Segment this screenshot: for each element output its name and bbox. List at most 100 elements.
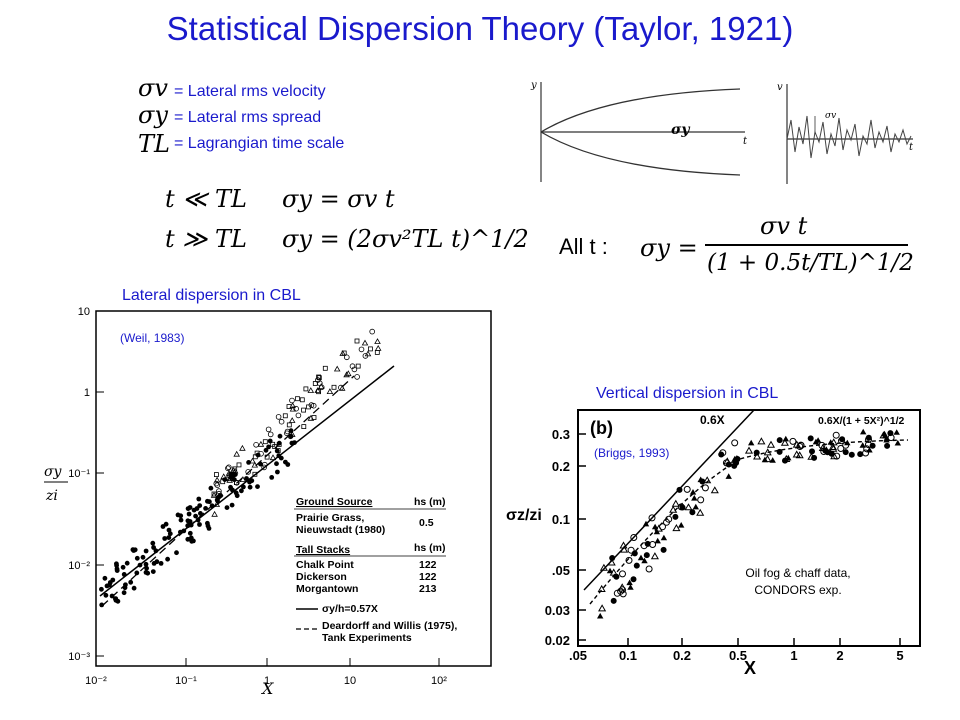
legend-hs-head1: hs (m) bbox=[414, 496, 446, 508]
filled-triangle-point bbox=[654, 537, 661, 544]
dickerson-point bbox=[349, 363, 356, 369]
def-tl: = Lagrangian time scale bbox=[174, 135, 345, 152]
open-triangle-point bbox=[763, 454, 772, 463]
legend-ground-head: Ground Source bbox=[296, 496, 373, 508]
morgantown-point bbox=[306, 404, 312, 410]
filled-circle-point bbox=[782, 457, 788, 464]
morgantown-point bbox=[233, 480, 239, 486]
chalk-point-point bbox=[211, 510, 218, 517]
plume-spread-sketch: y t σy bbox=[530, 80, 748, 182]
vertical-xtick-label: 0.5 bbox=[729, 648, 747, 663]
chalk-point-point bbox=[343, 371, 350, 378]
prairie-grass-point bbox=[196, 496, 202, 502]
prairie-grass-point bbox=[140, 554, 146, 560]
vertical-xtick-label: 2 bbox=[836, 648, 843, 663]
lateral-ytick-label: 1 bbox=[84, 387, 90, 399]
open-triangle-point bbox=[744, 446, 754, 454]
filled-triangle-point bbox=[782, 435, 789, 442]
dickerson-point bbox=[284, 430, 290, 437]
prairie-grass-point bbox=[166, 535, 172, 540]
lateral-ytick-label: 10⁻² bbox=[68, 560, 90, 572]
morgantown-point bbox=[252, 471, 258, 477]
morgantown-point bbox=[262, 439, 268, 445]
legend-ground-hs: 0.5 bbox=[419, 517, 434, 529]
morgantown-point bbox=[322, 365, 328, 371]
legend-stack-1-hs: 122 bbox=[419, 559, 437, 571]
prairie-grass-point bbox=[150, 569, 156, 574]
dickerson-point bbox=[216, 490, 222, 497]
open-circle-point bbox=[619, 570, 626, 578]
prairie-grass-point bbox=[205, 498, 210, 504]
open-triangle-point bbox=[753, 452, 762, 460]
dickerson-point bbox=[310, 402, 317, 409]
morgantown-point bbox=[282, 413, 288, 419]
morgantown-point bbox=[270, 441, 276, 447]
vertical-xtick-label: 5 bbox=[896, 648, 903, 663]
prairie-grass-point bbox=[185, 518, 191, 524]
filled-circle-point bbox=[884, 442, 891, 449]
open-circle-point bbox=[630, 534, 638, 541]
prairie-grass-point bbox=[266, 444, 271, 450]
filled-circle-point bbox=[809, 448, 815, 455]
prairie-grass-point bbox=[167, 531, 173, 537]
prairie-grass-point bbox=[224, 505, 230, 510]
vertical-ytick-label: 0.3 bbox=[552, 427, 570, 442]
filled-triangle-point bbox=[812, 438, 820, 445]
chalk-point-point bbox=[326, 388, 334, 394]
lower-spread-curve bbox=[540, 131, 741, 176]
dickerson-point bbox=[275, 414, 282, 420]
prairie-grass-point bbox=[163, 521, 169, 527]
chalk-point-point bbox=[307, 387, 315, 393]
dickerson-point bbox=[338, 384, 344, 391]
prairie-grass-point bbox=[99, 602, 105, 608]
filled-triangle-point bbox=[606, 567, 614, 574]
open-triangle-point bbox=[792, 450, 801, 458]
filled-circle-point bbox=[718, 451, 725, 458]
line1-label: 0.6X bbox=[700, 413, 725, 427]
tick-marks bbox=[95, 310, 440, 666]
filled-circle-point bbox=[672, 513, 679, 520]
prairie-grass-point bbox=[104, 583, 110, 589]
chalk-point-point bbox=[239, 444, 246, 451]
velocity-sketch: v t σv bbox=[777, 82, 914, 184]
filled-triangle-point bbox=[689, 489, 697, 495]
morgantown-point bbox=[276, 441, 282, 447]
filled-circle-point bbox=[811, 454, 818, 461]
filled-triangle-point bbox=[748, 439, 755, 446]
filled-triangle-point bbox=[626, 579, 633, 586]
upper-spread-curve bbox=[540, 88, 741, 133]
fraction-bar bbox=[705, 244, 908, 246]
prairie-grass-point bbox=[99, 586, 104, 592]
x-tick-labels: 10⁻² 10⁻¹ 1 10 10² bbox=[85, 675, 447, 687]
prairie-grass-point bbox=[128, 579, 134, 585]
dickerson-point bbox=[245, 469, 252, 475]
chalk-point-point bbox=[213, 476, 221, 483]
legend-ground-name2: Nieuwstadt (1980) bbox=[296, 524, 385, 536]
open-circle-point bbox=[731, 439, 739, 447]
filled-circle-point bbox=[753, 449, 760, 456]
morgantown-point bbox=[299, 397, 305, 403]
prairie-grass-point bbox=[191, 538, 196, 544]
morgantown-point bbox=[220, 479, 226, 485]
dickerson-point bbox=[226, 464, 232, 471]
chalk-point-point bbox=[339, 350, 346, 356]
line-0.6x bbox=[583, 409, 755, 591]
vertical-ylabel: σz/zi bbox=[506, 507, 542, 524]
filled-triangle-point bbox=[660, 534, 668, 541]
open-triangle-point bbox=[795, 451, 804, 459]
prairie-grass-point bbox=[174, 550, 179, 556]
slide-title: Statistical Dispersion Theory (Taylor, 1… bbox=[166, 10, 794, 47]
lateral-caption: Lateral dispersion in CBL bbox=[122, 287, 301, 304]
velocity-trace bbox=[786, 115, 912, 159]
legend-stack-1: Chalk Point bbox=[296, 559, 354, 571]
chalk-point-point bbox=[269, 454, 277, 461]
open-triangle-point bbox=[696, 508, 705, 516]
filled-circle-point bbox=[848, 451, 855, 458]
open-triangle-point bbox=[598, 604, 607, 612]
open-circle-point bbox=[645, 565, 653, 573]
sigma-y-symbol: σy bbox=[138, 101, 168, 129]
filled-triangle-point bbox=[859, 442, 866, 448]
curve-briggs bbox=[589, 439, 909, 605]
long-time-condition: t ≫ TL bbox=[165, 225, 247, 253]
